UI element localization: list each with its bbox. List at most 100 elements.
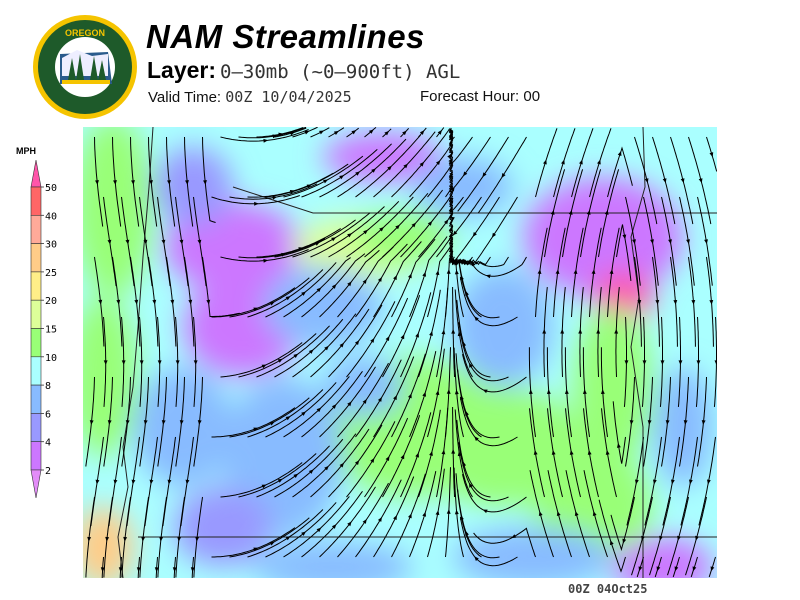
streamline-arrow	[415, 452, 419, 458]
streamline-arrow	[662, 178, 667, 184]
streamline-arrow	[600, 389, 605, 394]
streamline-arrow	[474, 556, 479, 562]
streamline-arrow	[670, 479, 675, 485]
streamline-arrow	[688, 479, 693, 485]
streamline-arrow	[277, 358, 283, 363]
streamline-arrow	[393, 395, 397, 401]
streamline-arrow	[355, 171, 361, 176]
streamline-arrow	[323, 179, 329, 184]
streamline-arrow	[447, 153, 452, 159]
streamline-arrow	[188, 299, 193, 305]
colorbar-tick-label: 25	[45, 268, 57, 279]
streamline	[448, 127, 473, 164]
streamline-arrow	[469, 362, 473, 368]
streamline-arrow	[385, 456, 390, 461]
streamline-arrow	[614, 329, 619, 334]
wind-speed-region	[573, 307, 653, 467]
streamline-arrow	[131, 479, 136, 485]
streamline-arrow	[293, 473, 299, 478]
streamline-arrow	[393, 515, 397, 521]
forecast-hour-label: Forecast Hour:	[420, 88, 520, 105]
svg-text:OREGON: OREGON	[65, 28, 105, 38]
streamline-arrow	[637, 299, 642, 305]
streamline-arrow	[134, 299, 139, 305]
streamline-arrow	[149, 479, 154, 485]
streamline-arrow	[339, 342, 345, 348]
streamline-arrow	[347, 521, 352, 527]
wind-speed-region	[523, 177, 683, 297]
streamline-arrow	[125, 239, 130, 245]
streamline-arrow	[624, 360, 629, 365]
streamline-arrow	[511, 534, 517, 539]
streamline-arrow	[179, 420, 184, 425]
streamline-arrow	[609, 540, 614, 546]
streamline-arrow	[118, 567, 123, 572]
streamline-arrow	[301, 531, 306, 536]
streamline-arrow	[441, 329, 446, 335]
streamline-arrow	[709, 299, 714, 305]
wind-speed-region	[83, 297, 138, 457]
streamline-arrow	[141, 536, 146, 542]
oregon-department-of-forestry-logo: OREGON	[33, 15, 137, 119]
streamline-arrow	[347, 401, 352, 407]
streamline-arrow	[402, 130, 407, 136]
streamline-arrow	[316, 527, 322, 533]
streamline-arrow	[569, 449, 574, 455]
streamline-arrow	[154, 567, 159, 572]
streamline-arrow	[647, 420, 652, 425]
streamline-arrow	[429, 330, 433, 336]
streamline-arrow	[674, 566, 679, 572]
colorbar-tick-label: 20	[45, 296, 57, 307]
streamline-arrow	[491, 232, 497, 238]
streamline-arrow	[546, 389, 551, 394]
streamline-arrow	[678, 360, 683, 365]
streamline-arrow	[429, 450, 433, 456]
streamline-arrow	[454, 269, 459, 275]
streamline-arrow	[642, 360, 647, 365]
forecast-hour-value: 00	[523, 88, 541, 105]
streamline-arrow	[673, 299, 678, 305]
streamline-arrow	[95, 180, 99, 185]
streamline-arrow	[351, 130, 357, 135]
streamline-arrow	[269, 301, 275, 306]
streamline-arrow	[568, 209, 573, 215]
streamline-arrow	[172, 567, 177, 572]
streamline-arrow	[695, 535, 699, 541]
streamline-arrow	[331, 237, 337, 242]
streamline-arrow	[427, 220, 433, 226]
streamline-arrow	[301, 411, 306, 416]
streamline-arrow	[384, 130, 390, 136]
wind-speed-region	[413, 157, 513, 217]
streamline-arrow	[179, 239, 184, 245]
streamline-arrow	[650, 239, 654, 245]
streamline-arrow	[316, 407, 322, 413]
colorbar-segment	[30, 271, 42, 301]
streamline-arrow	[261, 364, 267, 369]
streamline-arrow	[370, 337, 375, 343]
streamline-arrow	[393, 275, 397, 281]
streamline-arrow	[659, 535, 663, 541]
streamline-arrow	[542, 329, 547, 334]
streamline-arrow	[605, 449, 610, 455]
streamline-arrow	[422, 271, 427, 277]
streamline-arrow	[177, 536, 182, 542]
streamline-arrow	[362, 519, 367, 524]
streamline-arrow	[107, 239, 112, 245]
streamline-arrow	[195, 536, 200, 542]
streamline-arrow	[435, 160, 441, 166]
streamline-arrow	[609, 269, 614, 275]
streamline-arrow	[298, 247, 304, 251]
colorbar-segment	[30, 186, 42, 216]
streamline-arrow	[591, 269, 596, 275]
colorbar-max-arrow	[30, 159, 42, 188]
streamline-arrow	[272, 195, 278, 200]
streamline-arrow	[395, 224, 400, 230]
streamline-arrow	[710, 566, 715, 572]
streamline-arrow	[107, 420, 112, 425]
streamline-arrow	[686, 239, 690, 245]
streamline-arrow	[377, 516, 382, 522]
streamline-arrow	[269, 541, 275, 546]
colorbar-segment	[30, 413, 42, 442]
streamline-arrow	[422, 391, 427, 397]
streamline-arrow	[408, 513, 412, 519]
